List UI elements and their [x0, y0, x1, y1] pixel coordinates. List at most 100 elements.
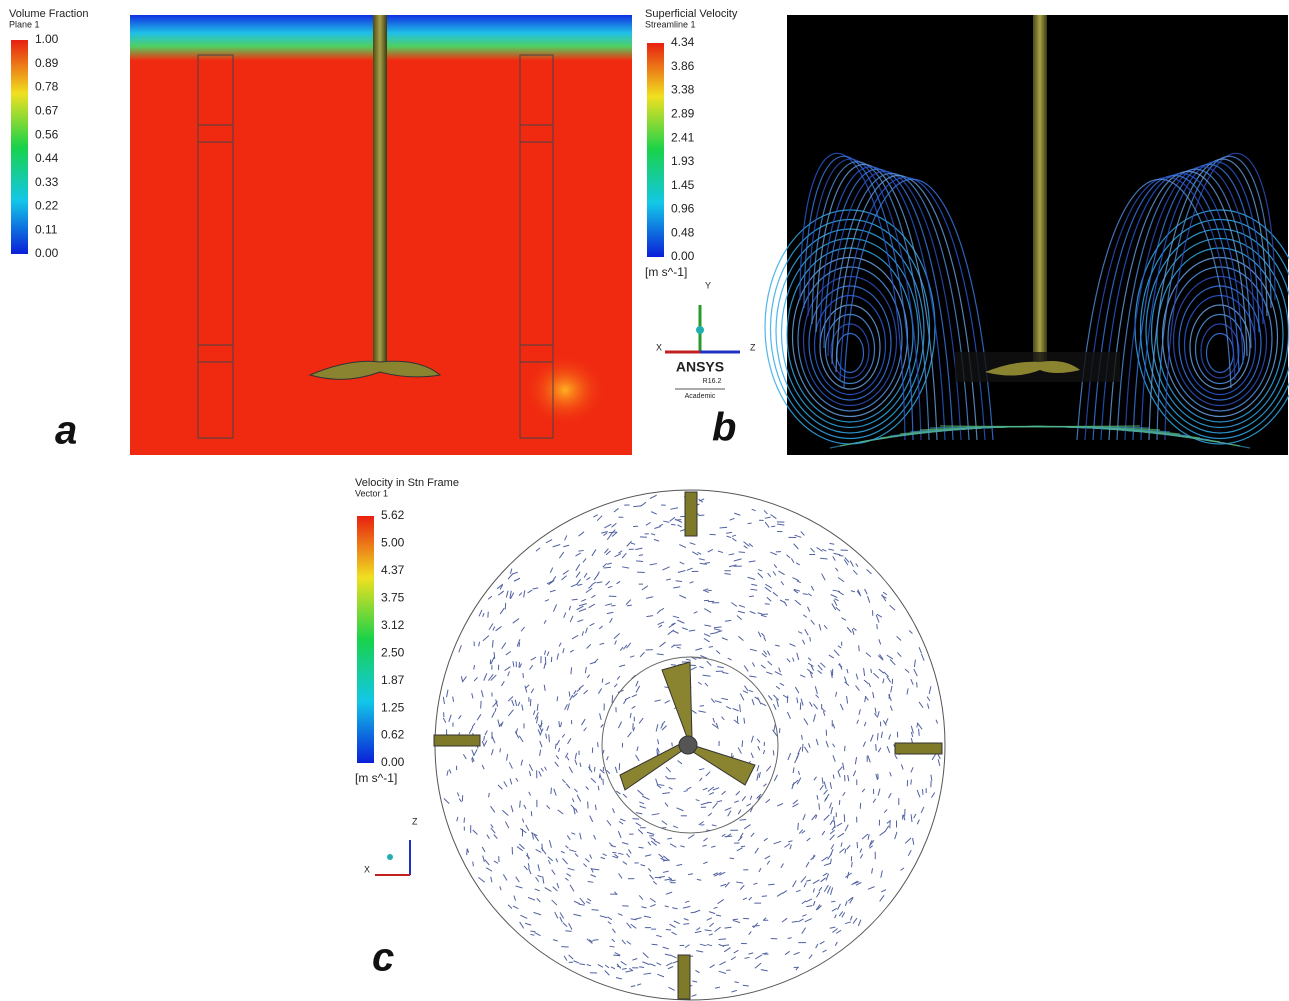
vector [593, 834, 597, 840]
vector [664, 905, 669, 908]
vector [852, 770, 857, 777]
vector [888, 734, 892, 740]
vector [667, 629, 675, 635]
vector [820, 557, 828, 560]
vector [736, 847, 743, 852]
vector [575, 571, 581, 578]
vector [851, 861, 853, 868]
vector [900, 867, 905, 871]
vector [504, 821, 510, 829]
vector [766, 860, 771, 865]
vector [828, 548, 835, 551]
vector [664, 953, 671, 956]
vector [702, 787, 708, 791]
vector [605, 550, 611, 556]
vector [781, 917, 788, 923]
vector [857, 589, 861, 595]
vector [485, 867, 493, 872]
vector [852, 917, 858, 924]
vector [822, 711, 826, 716]
vector [800, 531, 805, 536]
vector [748, 543, 754, 548]
streamline [1183, 294, 1257, 396]
vector [861, 788, 866, 793]
vector [844, 921, 852, 925]
vector [617, 830, 622, 839]
vector [502, 874, 508, 881]
vector [832, 928, 838, 933]
vector [686, 567, 693, 571]
vector [815, 738, 819, 746]
vector [743, 541, 750, 547]
vector [729, 517, 735, 521]
vector [790, 558, 795, 564]
vector [564, 752, 569, 758]
streamline [799, 152, 906, 441]
vector [732, 707, 739, 712]
vector [643, 972, 652, 975]
vector [786, 554, 791, 559]
vector [662, 946, 670, 950]
vector [746, 803, 752, 807]
vector [711, 824, 717, 827]
vector [837, 832, 845, 838]
vector [731, 989, 737, 993]
vector [639, 805, 647, 809]
panel-label: b [712, 406, 736, 450]
vector [528, 763, 534, 772]
vector [483, 735, 485, 742]
vector [620, 961, 627, 966]
baffles [197, 54, 554, 439]
vector [662, 870, 669, 873]
vector [617, 721, 622, 729]
vector [717, 666, 724, 669]
vector [803, 882, 807, 888]
vector [592, 939, 599, 941]
vector [724, 572, 731, 575]
vector [655, 724, 659, 732]
vector [496, 583, 504, 590]
vector [614, 853, 619, 858]
colorbar-tick-label: 0.33 [35, 175, 59, 189]
vector [535, 547, 541, 552]
vector [816, 795, 819, 800]
vector [708, 792, 715, 796]
vector [882, 678, 885, 684]
vector [711, 723, 719, 729]
vector [659, 607, 665, 612]
vector [649, 874, 654, 880]
vector [846, 668, 849, 674]
vector [937, 759, 941, 767]
vector [676, 863, 683, 867]
vector [614, 766, 618, 774]
vector [662, 792, 670, 795]
vector [448, 769, 452, 774]
vector [754, 962, 762, 969]
vector [881, 594, 887, 599]
legend-title: Superficial Velocity [645, 8, 738, 20]
vector [591, 581, 597, 586]
vector [602, 853, 607, 857]
vector [864, 588, 868, 595]
vector [658, 624, 663, 628]
vector [801, 900, 807, 905]
colorbar-tick-label: 5.00 [381, 536, 405, 550]
vector [635, 685, 641, 693]
vector [668, 622, 676, 628]
vector [699, 777, 703, 782]
vector [635, 547, 643, 551]
vector [647, 868, 652, 872]
vector [535, 876, 540, 883]
colorbar-tick-label: 0.00 [35, 246, 59, 260]
vector [828, 802, 833, 809]
vector [533, 911, 542, 916]
vector [568, 766, 574, 774]
vector [885, 718, 889, 724]
vector [773, 724, 776, 731]
vector [877, 747, 882, 753]
vector [906, 688, 909, 695]
vector [839, 663, 843, 670]
vector [672, 960, 678, 964]
vector [802, 639, 806, 645]
vector [639, 966, 645, 968]
